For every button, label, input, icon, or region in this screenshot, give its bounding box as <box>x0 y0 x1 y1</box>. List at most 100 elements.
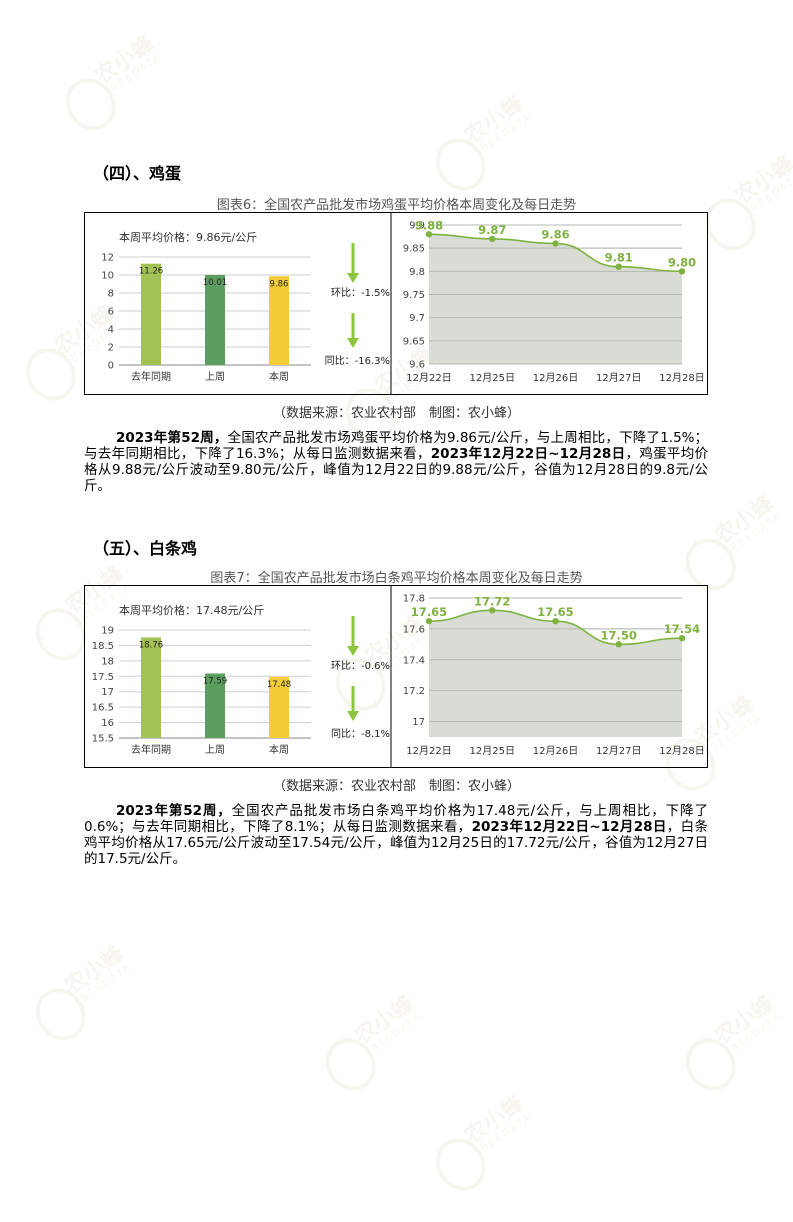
watermark: 农小蜂 BEEDATA <box>298 968 451 1121</box>
x-tick-label: 12月28日 <box>659 745 704 757</box>
down-arrow-head-icon <box>347 273 359 283</box>
bar <box>141 263 161 365</box>
y-tick-label: 17.2 <box>403 686 425 697</box>
paragraph-egg: 2023年第52周，全国农产品批发市场鸡蛋平均价格为9.86元/公斤，与上周相比… <box>84 430 708 494</box>
y-tick-label: 8 <box>108 289 114 300</box>
para-text: ，白条鸡平均价格从17.65元/公斤波动至17.54元/公斤，峰值为12月25日… <box>84 819 709 867</box>
data-label: 9.88 <box>415 218 443 232</box>
y-tick-label: 17.4 <box>403 655 425 666</box>
bar <box>205 274 225 365</box>
data-label: 17.72 <box>474 594 510 608</box>
y-tick-label: 19 <box>101 626 114 637</box>
watermark: 农小蜂 BEEDATA <box>658 968 793 1121</box>
data-point <box>615 641 622 648</box>
para-bold-text: 2023年第52周， <box>116 430 228 446</box>
data-point <box>678 634 686 642</box>
bar <box>269 276 289 365</box>
watermark: 农小蜂 BEEDATA <box>408 1068 561 1221</box>
paragraph-chicken: 2023年第52周，全国农产品批发市场白条鸡平均价格为17.48元/公斤，与上周… <box>84 803 708 867</box>
data-label: 17.50 <box>601 628 637 642</box>
down-arrow-head-icon <box>347 711 359 721</box>
bar-value-label: 9.86 <box>270 279 289 289</box>
y-tick-label: 2 <box>108 343 114 354</box>
y-tick-label: 18.5 <box>92 641 114 652</box>
bar-value-label: 10.01 <box>203 278 227 288</box>
watermark: 农小蜂 BEEDATA <box>38 8 191 161</box>
avg-price-label: 本周平均价格：17.48元/公斤 <box>119 603 264 617</box>
chart-egg: 本周平均价格：9.86元/公斤 0 2 4 6 8 10 12 11.26 去年同期 10.01 上周… <box>101 213 705 394</box>
data-label: 9.81 <box>605 251 633 265</box>
data-point <box>425 617 433 625</box>
mom-change-label: 环比：-1.5% <box>331 287 390 299</box>
x-tick-label: 12月22日 <box>406 372 451 384</box>
y-tick-label: 17.5 <box>92 672 114 683</box>
y-tick-label: 12 <box>101 253 114 264</box>
y-tick-label: 9.85 <box>403 244 425 255</box>
x-tick-label: 12月27日 <box>596 745 641 757</box>
x-tick-label: 12月26日 <box>533 372 578 384</box>
yoy-change-label: 同比：-8.1% <box>331 728 390 740</box>
down-arrow-head-icon <box>347 338 359 348</box>
y-tick-label: 17 <box>101 687 114 698</box>
chart-chicken: 本周平均价格：17.48元/公斤 15.5 16 16.5 17 17.5 18 18.5 19… <box>92 586 705 767</box>
chart-source-7: （数据来源：农业农村部 制图：农小蜂） <box>272 779 520 794</box>
y-tick-label: 18 <box>101 656 114 667</box>
data-label: 9.80 <box>668 255 696 269</box>
data-label: 17.65 <box>411 605 447 619</box>
para-bold-text: 2023年第52周， <box>116 803 232 819</box>
data-point <box>489 235 496 243</box>
y-tick-label: 9.65 <box>403 336 425 347</box>
watermark: 农小蜂 BEEDATA <box>8 918 161 1071</box>
y-tick-label: 0 <box>108 361 114 372</box>
y-tick-label: 17.6 <box>403 624 425 635</box>
x-tick-label: 12月25日 <box>470 372 515 384</box>
bar <box>269 676 289 738</box>
bar-value-label: 17.48 <box>267 680 291 690</box>
chart-caption-6: 图表6：全国农产品批发市场鸡蛋平均价格本周变化及每日走势 <box>216 198 577 213</box>
chart-frame-egg: 本周平均价格：9.86元/公斤 0 2 4 6 8 10 12 11.26 去年同期 10.01 上周… <box>84 212 708 395</box>
y-tick-label: 9.75 <box>403 290 425 301</box>
para-text: 全国农产品批发市场鸡蛋平均价格为9.86元/公斤，与上周相比，下降了1.5%；与… <box>84 430 708 462</box>
y-tick-label: 9.7 <box>409 313 425 324</box>
data-label: 9.86 <box>541 228 569 242</box>
y-tick-label: 4 <box>108 325 114 336</box>
x-tick-label: 12月26日 <box>533 745 578 757</box>
data-point <box>489 607 496 614</box>
x-tick-label: 12月27日 <box>596 372 641 384</box>
data-point <box>678 268 686 275</box>
x-tick-label: 本周 <box>269 743 289 756</box>
section-title-chicken: （五）、白条鸡 <box>93 539 198 558</box>
x-tick-label: 上周 <box>205 371 225 383</box>
data-point <box>552 240 559 247</box>
y-tick-label: 6 <box>108 307 114 318</box>
y-tick-label: 10 <box>101 271 114 282</box>
bar <box>141 637 161 738</box>
y-tick-label: 16.5 <box>92 703 114 714</box>
bar-value-label: 11.26 <box>139 267 163 277</box>
data-label: 9.87 <box>478 223 506 237</box>
x-tick-label: 12月28日 <box>659 372 704 384</box>
y-tick-label: 9.9 <box>409 221 425 232</box>
y-tick-label: 9.6 <box>409 360 425 371</box>
chart-source-6: （数据来源：农业农村部 制图：农小蜂） <box>272 406 520 421</box>
data-point <box>425 231 433 238</box>
y-tick-label: 15.5 <box>92 734 114 745</box>
chart-frame-chicken: 本周平均价格：17.48元/公斤 15.5 16 16.5 17 17.5 18 18.5 19… <box>84 585 708 768</box>
x-tick-label: 12月22日 <box>406 745 451 757</box>
data-point <box>552 617 559 625</box>
chart-caption-7: 图表7：全国农产品批发市场白条鸡平均价格本周变化及每日走势 <box>210 571 583 586</box>
mom-change-label: 环比：-0.6% <box>331 660 390 672</box>
x-tick-label: 去年同期 <box>131 743 171 756</box>
section-title-egg: （四）、鸡蛋 <box>93 164 182 183</box>
para-bold-text: 2023年12月22日~12月28日 <box>471 819 667 835</box>
area-fill <box>429 610 682 737</box>
para-text: 全国农产品批发市场白条鸡平均价格为17.48元/公斤，与上周相比，下降了0.6%… <box>84 803 708 835</box>
data-label: 17.65 <box>537 605 573 619</box>
x-tick-label: 去年同期 <box>131 370 171 383</box>
avg-price-label: 本周平均价格：9.86元/公斤 <box>119 230 257 244</box>
yoy-change-label: 同比：-16.3% <box>325 355 390 367</box>
area-fill <box>429 234 682 364</box>
down-arrow-head-icon <box>347 646 359 656</box>
bar-value-label: 18.76 <box>139 640 163 650</box>
x-tick-label: 上周 <box>205 744 225 756</box>
